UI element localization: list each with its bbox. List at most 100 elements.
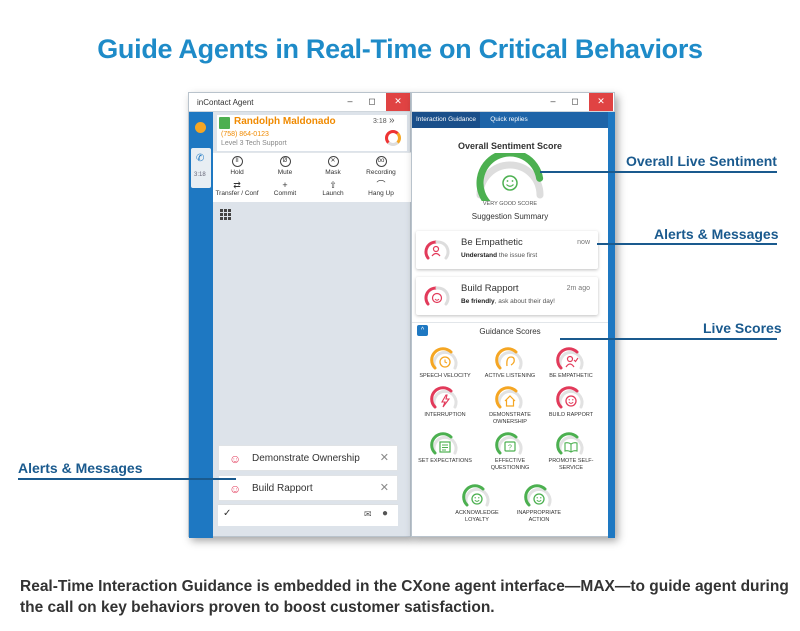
score-label: SPEECH VELOCITY <box>419 373 471 379</box>
card-title: Be Empathetic <box>461 237 523 248</box>
suggestion-card-build-rapport[interactable]: Build Rapport Be friendly, ask about the… <box>416 277 598 315</box>
score-interruption[interactable]: INTERRUPTION <box>414 385 476 419</box>
headline: Guide Agents in Real-Time on Critical Be… <box>97 34 703 64</box>
dialpad-icon[interactable] <box>220 209 231 220</box>
dismiss-icon[interactable]: ✕ <box>379 452 389 464</box>
contact-panel: Randolph Maldonado (758) 864-0123 Level … <box>217 115 407 151</box>
commit-button[interactable]: + Commit <box>261 181 309 198</box>
person-icon <box>219 117 230 129</box>
score-active-listening[interactable]: ACTIVE LISTENING <box>479 346 541 380</box>
scrollbar[interactable] <box>608 112 615 538</box>
card-desc-bold: Understand <box>461 252 498 259</box>
sentiment-gauge-fill <box>476 153 544 201</box>
person-check-icon <box>424 240 450 260</box>
guidance-window: – ◻ ✕ Interaction Guidance Quick replies… <box>411 92 615 538</box>
score-label: SET EXPECTATIONS <box>418 458 472 464</box>
sentiment-title: Overall Sentiment Score <box>457 141 563 151</box>
dismiss-icon[interactable]: ✕ <box>379 482 389 494</box>
suggestion-card-be-empathetic[interactable]: Be Empathetic Understand the issue first… <box>416 231 598 269</box>
callout-line <box>597 243 777 245</box>
launch-button[interactable]: ⇧ Launch <box>309 180 357 198</box>
close-button[interactable]: ✕ <box>589 93 613 111</box>
smiley-icon <box>524 484 552 507</box>
hang-up-label: Hang Up <box>368 190 394 197</box>
callout-line <box>18 478 236 480</box>
book-icon <box>556 432 584 455</box>
minimize-button[interactable]: – <box>347 96 353 106</box>
question-icon: ? <box>495 432 523 455</box>
score-promote-self-service[interactable]: PROMOTE SELF-SERVICE <box>540 431 602 472</box>
score-speech-velocity[interactable]: SPEECH VELOCITY <box>414 346 476 380</box>
guidance-scores-header: ^ Guidance Scores <box>412 322 608 338</box>
card-desc: Be friendly, ask about their day! <box>461 298 555 305</box>
maximize-button[interactable]: ◻ <box>368 96 376 106</box>
card-desc: Understand the issue first <box>461 252 537 259</box>
hang-up-button[interactable]: ⌒ Hang Up <box>357 181 405 198</box>
alert-build-rapport[interactable]: ☺ Build Rapport ✕ <box>218 475 398 501</box>
transfer-label: Transfer / Conf <box>215 190 259 197</box>
chat-icon[interactable]: ● <box>382 508 389 519</box>
mute-label: Mute <box>277 169 293 176</box>
lightning-icon <box>430 386 458 409</box>
collapse-icon[interactable]: ^ <box>417 325 428 336</box>
card-time: 2m ago <box>566 285 590 292</box>
score-label: INAPPROPRIATE ACTION <box>516 510 562 523</box>
hold-button[interactable]: II Hold <box>213 156 261 176</box>
tab-quick-replies[interactable]: Quick replies <box>490 116 528 123</box>
mute-icon: Ø <box>279 156 291 167</box>
expand-icon[interactable]: » <box>389 115 395 126</box>
score-inappropriate-action[interactable]: INAPPROPRIATE ACTION <box>508 483 570 524</box>
clock-icon <box>430 347 458 370</box>
guidance-titlebar: – ◻ ✕ <box>412 93 614 112</box>
score-acknowledge-loyalty[interactable]: ACKNOWLEDGE LOYALTY <box>446 483 508 524</box>
score-be-empathetic[interactable]: BE EMPATHETIC <box>540 346 602 380</box>
transfer-button[interactable]: ⇄ Transfer / Conf <box>213 180 261 198</box>
check-icon[interactable]: ✓ <box>223 508 232 519</box>
call-controls: II Hold Ø Mute ✕ Mask oo Recording ⇄ Tra… <box>213 152 411 202</box>
callout-live-scores: Live Scores <box>703 320 782 336</box>
card-desc-bold: Be friendly <box>461 298 495 305</box>
call-tab[interactable]: ✆ 3:18 <box>191 148 211 188</box>
mask-label: Mask <box>325 169 341 176</box>
score-build-rapport[interactable]: BUILD RAPPORT <box>540 385 602 419</box>
minimize-button[interactable]: – <box>550 96 556 106</box>
status-icon[interactable] <box>195 122 206 133</box>
card-time: now <box>577 239 590 246</box>
score-demonstrate-ownership[interactable]: DEMONSTRATE OWNERSHIP <box>479 385 541 426</box>
callout-overall-live-sentiment: Overall Live Sentiment <box>626 153 777 169</box>
sentiment-gauge <box>476 153 544 201</box>
smiley-icon <box>502 175 518 191</box>
smiley-icon <box>462 484 490 507</box>
recording-label: Recording <box>366 169 396 176</box>
mail-icon[interactable]: ✉ <box>364 509 372 519</box>
score-effective-questioning[interactable]: ? EFFECTIVE QUESTIONING <box>479 431 541 472</box>
commit-label: Commit <box>273 190 297 197</box>
alert-label: Build Rapport <box>252 483 313 494</box>
launch-icon: ⇧ <box>329 180 337 190</box>
tab-interaction-guidance[interactable]: Interaction Guidance <box>412 112 480 128</box>
contact-skill: Level 3 Tech Support <box>221 140 287 147</box>
guidance-tabs: Interaction Guidance Quick replies <box>412 112 608 128</box>
score-set-expectations[interactable]: SET EXPECTATIONS <box>414 431 476 465</box>
alert-demonstrate-ownership[interactable]: ☺ Demonstrate Ownership ✕ <box>218 445 398 471</box>
callout-line <box>540 171 777 173</box>
transfer-icon: ⇄ <box>233 180 241 190</box>
card-title: Build Rapport <box>461 283 519 294</box>
score-label: BUILD RAPPORT <box>548 412 594 418</box>
guidance-scores-title: Guidance Scores <box>479 327 541 336</box>
maximize-button[interactable]: ◻ <box>571 96 579 106</box>
close-button[interactable]: ✕ <box>386 93 410 111</box>
smiley-icon <box>556 386 584 409</box>
hold-label: Hold <box>230 169 244 176</box>
mask-button[interactable]: ✕ Mask <box>309 156 357 176</box>
score-label: EFFECTIVE QUESTIONING <box>490 458 530 471</box>
smiley-icon <box>424 286 450 306</box>
contact-timer: 3:18 <box>373 118 387 125</box>
mute-button[interactable]: Ø Mute <box>261 156 309 176</box>
person-check-icon: ☺ <box>229 452 242 466</box>
agent-footer: ✓ ✉ ● <box>218 504 398 526</box>
recording-button[interactable]: oo Recording <box>357 156 405 176</box>
list-icon <box>430 432 458 455</box>
suggestion-summary-title: Suggestion Summary <box>471 212 549 221</box>
agent-rail: ✆ 3:18 <box>189 112 213 538</box>
